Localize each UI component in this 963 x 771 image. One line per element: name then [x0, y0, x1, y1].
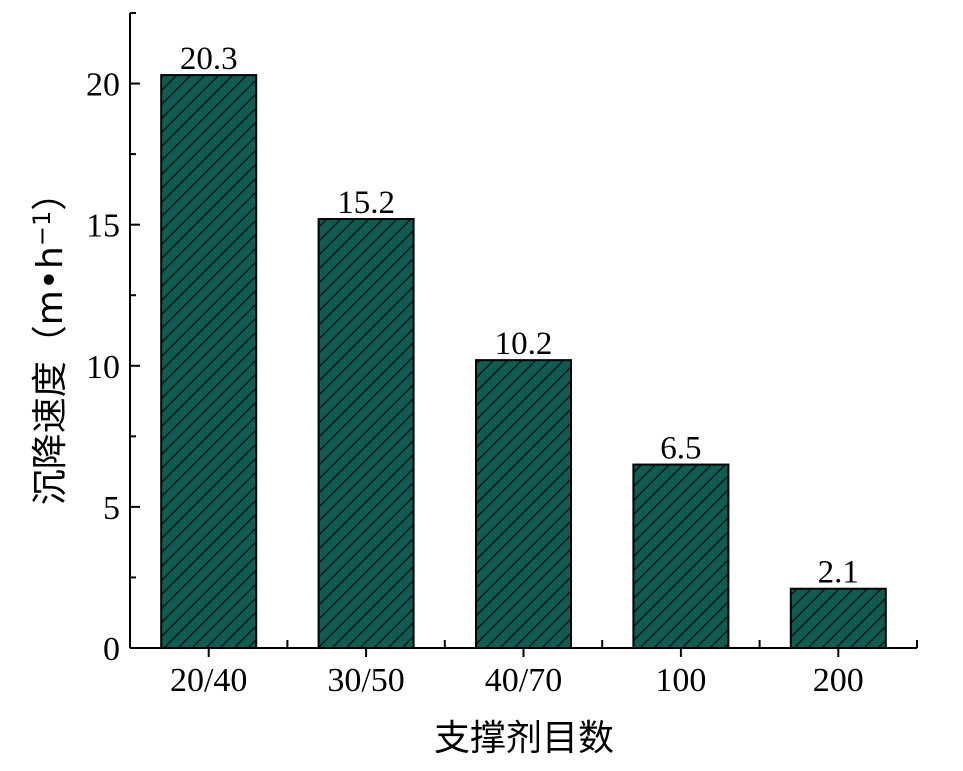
- data-label-30-50: 15.2: [337, 185, 395, 221]
- y-axis-title-close: ）: [30, 175, 71, 211]
- data-label-200: 2.1: [818, 555, 859, 591]
- y-tick-label: 0: [103, 631, 120, 668]
- y-tick-label: 10: [86, 349, 120, 386]
- x-tick-label: 20/40: [170, 662, 247, 699]
- data-labels-layer: 20.3 15.2 10.2 6.5 2.1: [180, 41, 859, 591]
- bar-100: [632, 463, 730, 649]
- x-tick-label: 40/70: [485, 662, 562, 699]
- bar-30-50: [317, 218, 415, 649]
- y-axis-title-main: 沉降速度（m•h: [30, 246, 71, 505]
- data-label-100: 6.5: [660, 431, 701, 467]
- y-axis-title: 沉降速度（m•h−1）: [28, 175, 71, 506]
- data-label-40-70: 10.2: [495, 326, 553, 362]
- x-tick-label: 30/50: [327, 662, 404, 699]
- bars-layer: [160, 74, 887, 650]
- axes-layer: 0 5 10 15 20 20/40 30/50 40/70 100 200: [86, 12, 918, 699]
- bar-40-70: [475, 359, 572, 649]
- bar-20-40: [160, 74, 258, 650]
- y-tick-label: 15: [86, 208, 120, 245]
- y-axis-title-superscript: −1: [28, 211, 56, 246]
- x-axis-title: 支撑剂目数: [434, 718, 614, 759]
- y-tick-label: 5: [103, 490, 120, 527]
- x-tick-label: 100: [655, 662, 706, 699]
- data-label-20-40: 20.3: [180, 41, 238, 77]
- x-tick-label: 200: [813, 662, 864, 699]
- bar-200: [789, 587, 887, 650]
- y-tick-label: 20: [86, 67, 120, 104]
